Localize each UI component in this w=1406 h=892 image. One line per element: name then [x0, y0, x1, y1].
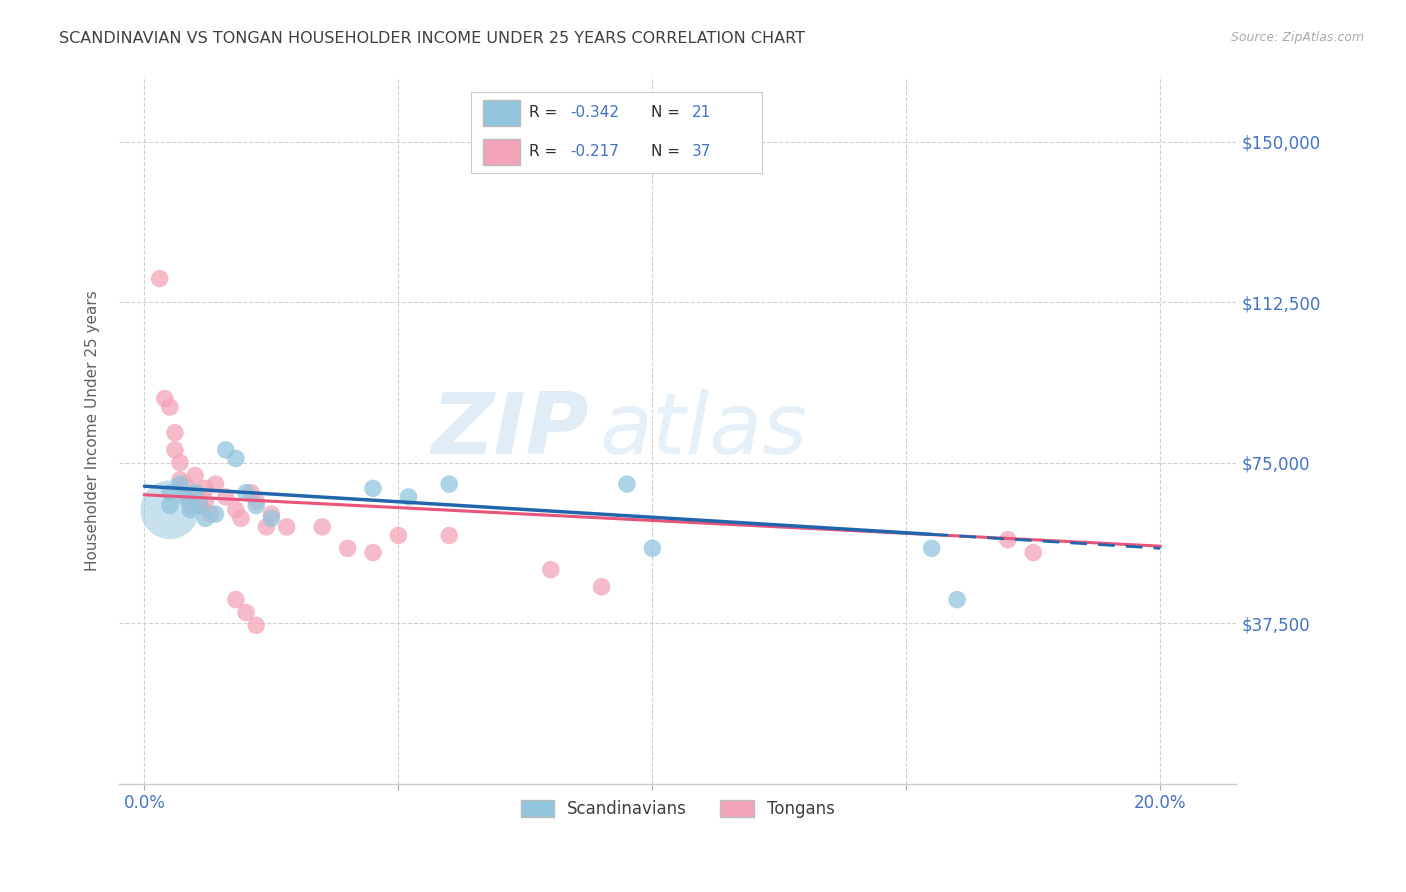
- Point: [591, 580, 613, 594]
- Point: [997, 533, 1019, 547]
- Point: [235, 606, 257, 620]
- Point: [174, 477, 197, 491]
- Point: [169, 477, 191, 491]
- Point: [159, 400, 181, 414]
- Point: [254, 520, 277, 534]
- Point: [159, 485, 181, 500]
- Point: [225, 451, 247, 466]
- Point: [336, 541, 359, 556]
- Text: atlas: atlas: [599, 389, 807, 472]
- Point: [245, 494, 267, 508]
- Point: [194, 494, 217, 508]
- Point: [153, 392, 176, 406]
- Point: [169, 456, 191, 470]
- Point: [398, 490, 420, 504]
- Point: [245, 499, 267, 513]
- Point: [641, 541, 664, 556]
- Point: [215, 490, 238, 504]
- Point: [387, 528, 409, 542]
- Point: [361, 482, 384, 496]
- Point: [437, 528, 460, 542]
- Point: [540, 563, 562, 577]
- Point: [163, 425, 186, 440]
- Point: [174, 490, 197, 504]
- Point: [311, 520, 333, 534]
- Text: SCANDINAVIAN VS TONGAN HOUSEHOLDER INCOME UNDER 25 YEARS CORRELATION CHART: SCANDINAVIAN VS TONGAN HOUSEHOLDER INCOM…: [59, 31, 806, 46]
- Point: [215, 442, 238, 457]
- Point: [260, 511, 283, 525]
- Point: [188, 499, 211, 513]
- Point: [946, 592, 969, 607]
- Point: [225, 502, 247, 516]
- Point: [159, 502, 181, 516]
- Point: [179, 490, 201, 504]
- Point: [616, 477, 638, 491]
- Point: [179, 499, 201, 513]
- Point: [204, 507, 226, 521]
- Text: ZIP: ZIP: [430, 389, 588, 472]
- Point: [240, 485, 263, 500]
- Point: [149, 271, 172, 285]
- Point: [184, 468, 207, 483]
- Point: [276, 520, 298, 534]
- Point: [260, 507, 283, 521]
- Point: [200, 507, 222, 521]
- Point: [229, 511, 252, 525]
- Text: Source: ZipAtlas.com: Source: ZipAtlas.com: [1230, 31, 1364, 45]
- Point: [179, 502, 201, 516]
- Point: [437, 477, 460, 491]
- Point: [194, 482, 217, 496]
- Point: [169, 473, 191, 487]
- Point: [188, 499, 211, 513]
- Point: [194, 511, 217, 525]
- Point: [1022, 545, 1045, 559]
- Point: [204, 477, 226, 491]
- Point: [184, 485, 207, 500]
- Point: [225, 592, 247, 607]
- Legend: Scandinavians, Tongans: Scandinavians, Tongans: [513, 793, 842, 825]
- Point: [159, 499, 181, 513]
- Y-axis label: Householder Income Under 25 years: Householder Income Under 25 years: [86, 290, 100, 571]
- Point: [163, 442, 186, 457]
- Point: [361, 545, 384, 559]
- Point: [235, 485, 257, 500]
- Point: [921, 541, 943, 556]
- Point: [245, 618, 267, 632]
- Point: [184, 485, 207, 500]
